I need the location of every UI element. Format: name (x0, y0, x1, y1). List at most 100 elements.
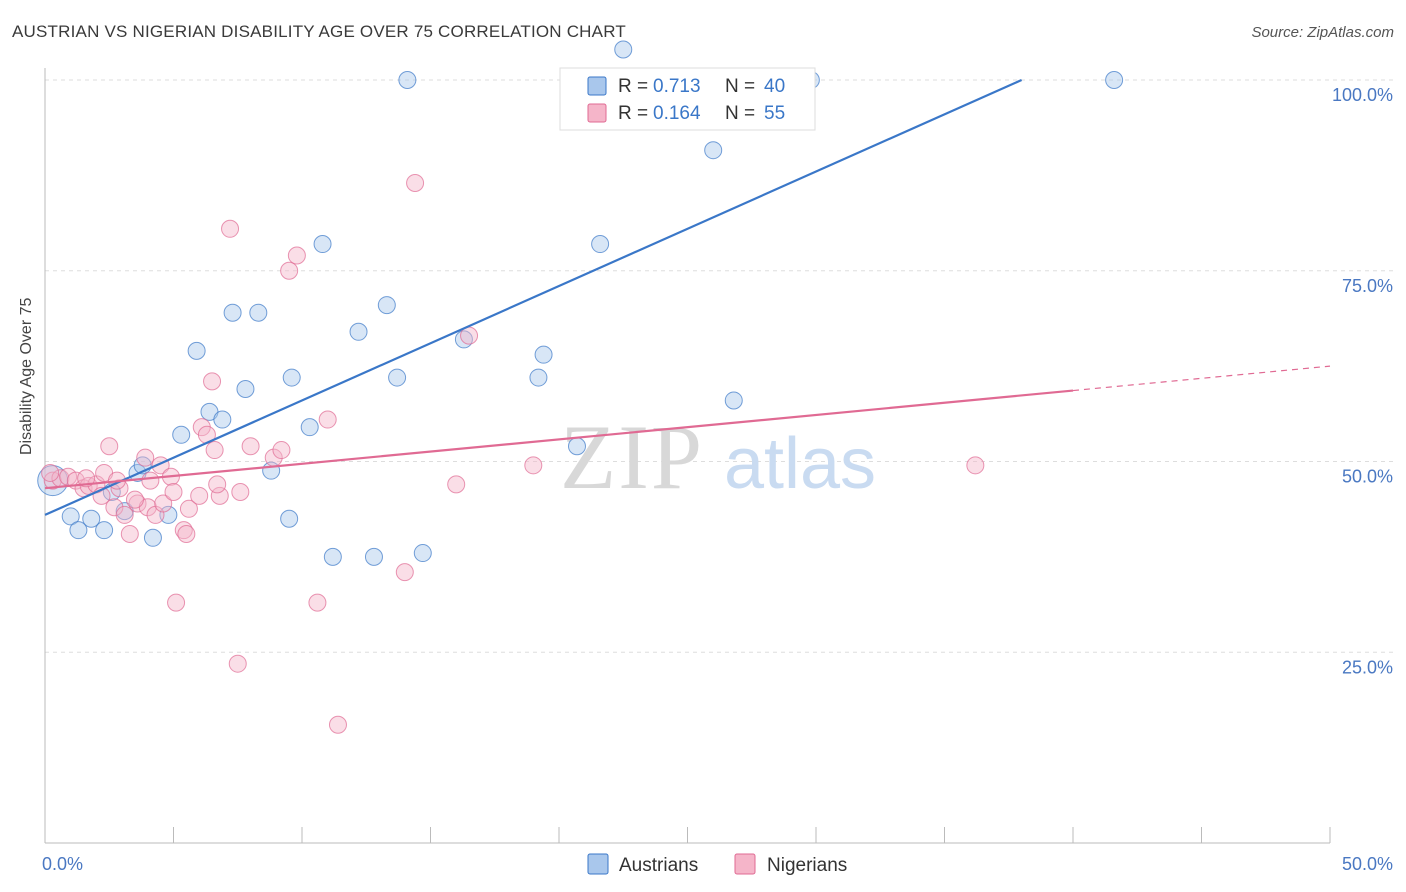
austrians-point (159, 505, 178, 524)
legend-n-value-nigerians: 55 (764, 103, 785, 124)
watermark: ZIP atlas (560, 406, 876, 508)
austrians-point (313, 235, 332, 254)
nigerians-point (272, 441, 291, 460)
tick-label-layer: 25.0% 50.0% 75.0% 100.0% 0.0% 50.0% (42, 85, 1393, 874)
grid-layer (45, 79, 1395, 653)
nigerians-point (105, 498, 124, 517)
source-label: Source: ZipAtlas.com (1251, 24, 1394, 41)
austrians-point (61, 507, 80, 526)
austrians-point (300, 418, 319, 437)
legend-bottom: Austrians Nigerians (587, 853, 847, 876)
nigerians-point (241, 437, 260, 456)
legend-r-label-nigerians: R = (618, 103, 648, 124)
austrians-point (69, 521, 88, 540)
austrians-point (529, 368, 548, 387)
austrians-point (172, 425, 191, 444)
legend-top: R = 0.713 N = 40 R = 0.164 N = 55 (559, 67, 816, 131)
nigerians-point (231, 483, 250, 502)
nigerians-point (210, 486, 229, 505)
austrians-point (591, 235, 610, 254)
legend-bottom-swatch-austrians (587, 853, 609, 875)
nigerians-point (190, 486, 209, 505)
axis-layer (44, 68, 1331, 844)
austrians-point (704, 141, 723, 160)
points-layer (37, 40, 1124, 734)
austrians-point (82, 509, 101, 528)
nigerians-point (447, 475, 466, 494)
nigerians-point (287, 246, 306, 265)
legend-r-label-austrians: R = (618, 76, 648, 97)
nigerians-point (208, 475, 227, 494)
x-tick-label-1: 50.0% (1342, 854, 1393, 874)
legend-r-value-austrians: 0.713 (653, 76, 701, 97)
nigerians-point (966, 456, 985, 475)
austrians-point (249, 303, 268, 322)
austrians-point (323, 547, 342, 566)
nigerians-point (167, 593, 186, 612)
legend-n-value-austrians: 40 (764, 76, 785, 97)
legend-n-label-nigerians: N = (725, 103, 755, 124)
austrians-point (377, 296, 396, 315)
y-tick-label-0: 25.0% (1342, 657, 1393, 677)
austrians-point (95, 521, 114, 540)
legend-swatch-nigerians (587, 103, 607, 123)
nigerians-point (100, 437, 119, 456)
nigerians-point (77, 469, 96, 488)
nigerians-point (395, 563, 414, 582)
y-tick-label-2: 75.0% (1342, 276, 1393, 296)
nigerians-trend-extension (1072, 365, 1331, 392)
nigerians-point (328, 715, 347, 734)
nigerians-point (164, 483, 183, 502)
nigerians-point (221, 219, 240, 238)
nigerians-point (177, 524, 196, 543)
nigerians-point (318, 410, 337, 429)
nigerians-point (154, 494, 173, 513)
nigerians-point (406, 174, 425, 193)
austrians-point (236, 380, 255, 399)
trend-layer (44, 78, 1331, 516)
nigerians-point (308, 593, 327, 612)
nigerians-point (228, 654, 247, 673)
watermark-zip: ZIP (560, 406, 704, 508)
y-axis-title: Disability Age Over 75 (18, 297, 35, 455)
austrians-point (187, 341, 206, 360)
legend-r-value-nigerians: 0.164 (653, 103, 701, 124)
legend-bottom-label-austrians: Austrians (619, 855, 698, 876)
nigerians-point (205, 441, 224, 460)
nigerians-point (179, 499, 198, 518)
austrians-point (614, 40, 633, 59)
austrians-point (567, 437, 586, 456)
x-tick-label-0: 0.0% (42, 854, 83, 874)
nigerians-point (125, 490, 144, 509)
austrians-point (724, 391, 743, 410)
nigerians-point (203, 372, 222, 391)
legend-n-label-austrians: N = (725, 76, 755, 97)
watermark-atlas: atlas (724, 424, 876, 504)
y-tick-label-3: 100.0% (1332, 85, 1393, 105)
legend-swatch-austrians (587, 76, 607, 96)
austrians-point (398, 71, 417, 89)
austrians-point (213, 410, 232, 429)
nigerians-point (120, 524, 139, 543)
austrians-point (388, 368, 407, 387)
nigerians-trend-line (44, 389, 1074, 490)
nigerians-point (41, 463, 60, 482)
nigerians-point (280, 261, 299, 280)
austrians-point (413, 544, 432, 563)
nigerians-point (524, 456, 543, 475)
legend-bottom-swatch-nigerians (734, 853, 756, 875)
austrians-point (1105, 71, 1124, 89)
austrians-point (364, 547, 383, 566)
legend-bottom-label-nigerians: Nigerians (767, 855, 847, 876)
nigerians-point (141, 471, 160, 490)
austrians-point (280, 509, 299, 528)
austrians-point (143, 528, 162, 547)
austrians-point (534, 345, 553, 364)
y-tick-label-1: 50.0% (1342, 467, 1393, 487)
nigerians-point (115, 505, 134, 524)
austrians-trend-line (44, 78, 1023, 516)
austrians-point (349, 322, 368, 341)
nigerians-point (136, 448, 155, 467)
austrians-point (282, 368, 301, 387)
